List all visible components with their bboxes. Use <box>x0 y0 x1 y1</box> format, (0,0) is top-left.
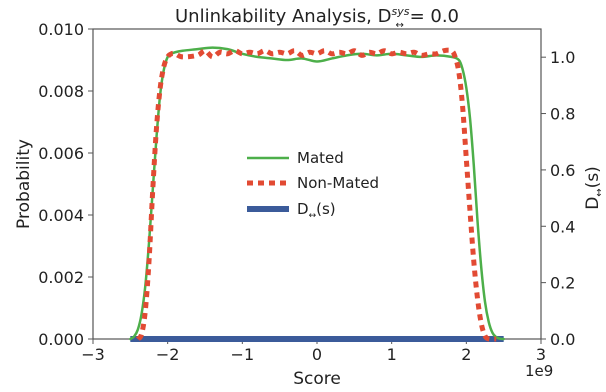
y-left-tick-label: 0.002 <box>38 268 84 287</box>
y-axis-left-label: Probability <box>14 139 34 229</box>
y-left-tick-label: 0.008 <box>38 82 84 101</box>
y-left-tick-label: 0.010 <box>38 20 84 39</box>
y-right-tick-label: 0.4 <box>550 217 575 236</box>
legend-label-suffix: (s) <box>316 200 336 218</box>
series-line-non-mated <box>135 47 497 342</box>
y-right-tick-label: 0.8 <box>550 105 575 124</box>
legend: Mated Non-Mated D↔(s) <box>247 149 379 221</box>
y-axis-right-label: D↔(s) <box>583 166 605 210</box>
x-tick-label: 1 <box>387 345 397 364</box>
y-right-tick-label: 0.6 <box>550 161 575 180</box>
y-axis-right-ticks: 0.0 0.2 0.4 0.6 0.8 1.0 <box>541 48 575 349</box>
chart-title: Unlinkability Analysis, Dsys ↔ = 0.0 <box>175 5 459 31</box>
x-tick-label: 0 <box>312 345 322 364</box>
legend-label-subscript: ↔ <box>309 211 317 221</box>
y-axis-right-subscript: ↔ <box>594 188 605 196</box>
title-suffix: = 0.0 <box>404 6 459 27</box>
x-axis-offset-label: 1e9 <box>525 362 553 380</box>
y-axis-left-ticks: 0.000 0.002 0.004 0.006 0.008 0.010 <box>38 20 93 349</box>
x-axis-ticks: −3 −2 −1 0 1 2 3 <box>81 339 546 364</box>
legend-label: Mated <box>297 149 344 167</box>
x-tick-label: 2 <box>461 345 471 364</box>
x-tick-label: 3 <box>536 345 546 364</box>
series-lines <box>129 46 505 342</box>
legend-label: Non-Mated <box>297 174 379 192</box>
y-left-tick-label: 0.000 <box>38 330 84 349</box>
x-tick-label: −1 <box>231 345 255 364</box>
title-superscript: sys <box>391 5 409 18</box>
y-right-tick-label: 0.0 <box>550 330 575 349</box>
title-subscript: ↔ <box>395 20 403 31</box>
y-axis-right-suffix: (s) <box>583 166 603 188</box>
y-left-tick-label: 0.004 <box>38 206 84 225</box>
title-main: Unlinkability Analysis, D <box>175 6 391 27</box>
x-axis-label: Score <box>293 369 341 388</box>
legend-label-main: D <box>297 200 309 218</box>
y-right-tick-label: 1.0 <box>550 48 575 67</box>
series-line-mated <box>129 46 505 341</box>
y-left-tick-label: 0.006 <box>38 144 84 163</box>
y-axis-right-main: D <box>583 197 603 210</box>
legend-label: D↔(s) <box>297 200 336 221</box>
y-right-tick-label: 0.2 <box>550 274 575 293</box>
x-tick-label: −2 <box>156 345 180 364</box>
x-tick-label: −3 <box>81 345 105 364</box>
